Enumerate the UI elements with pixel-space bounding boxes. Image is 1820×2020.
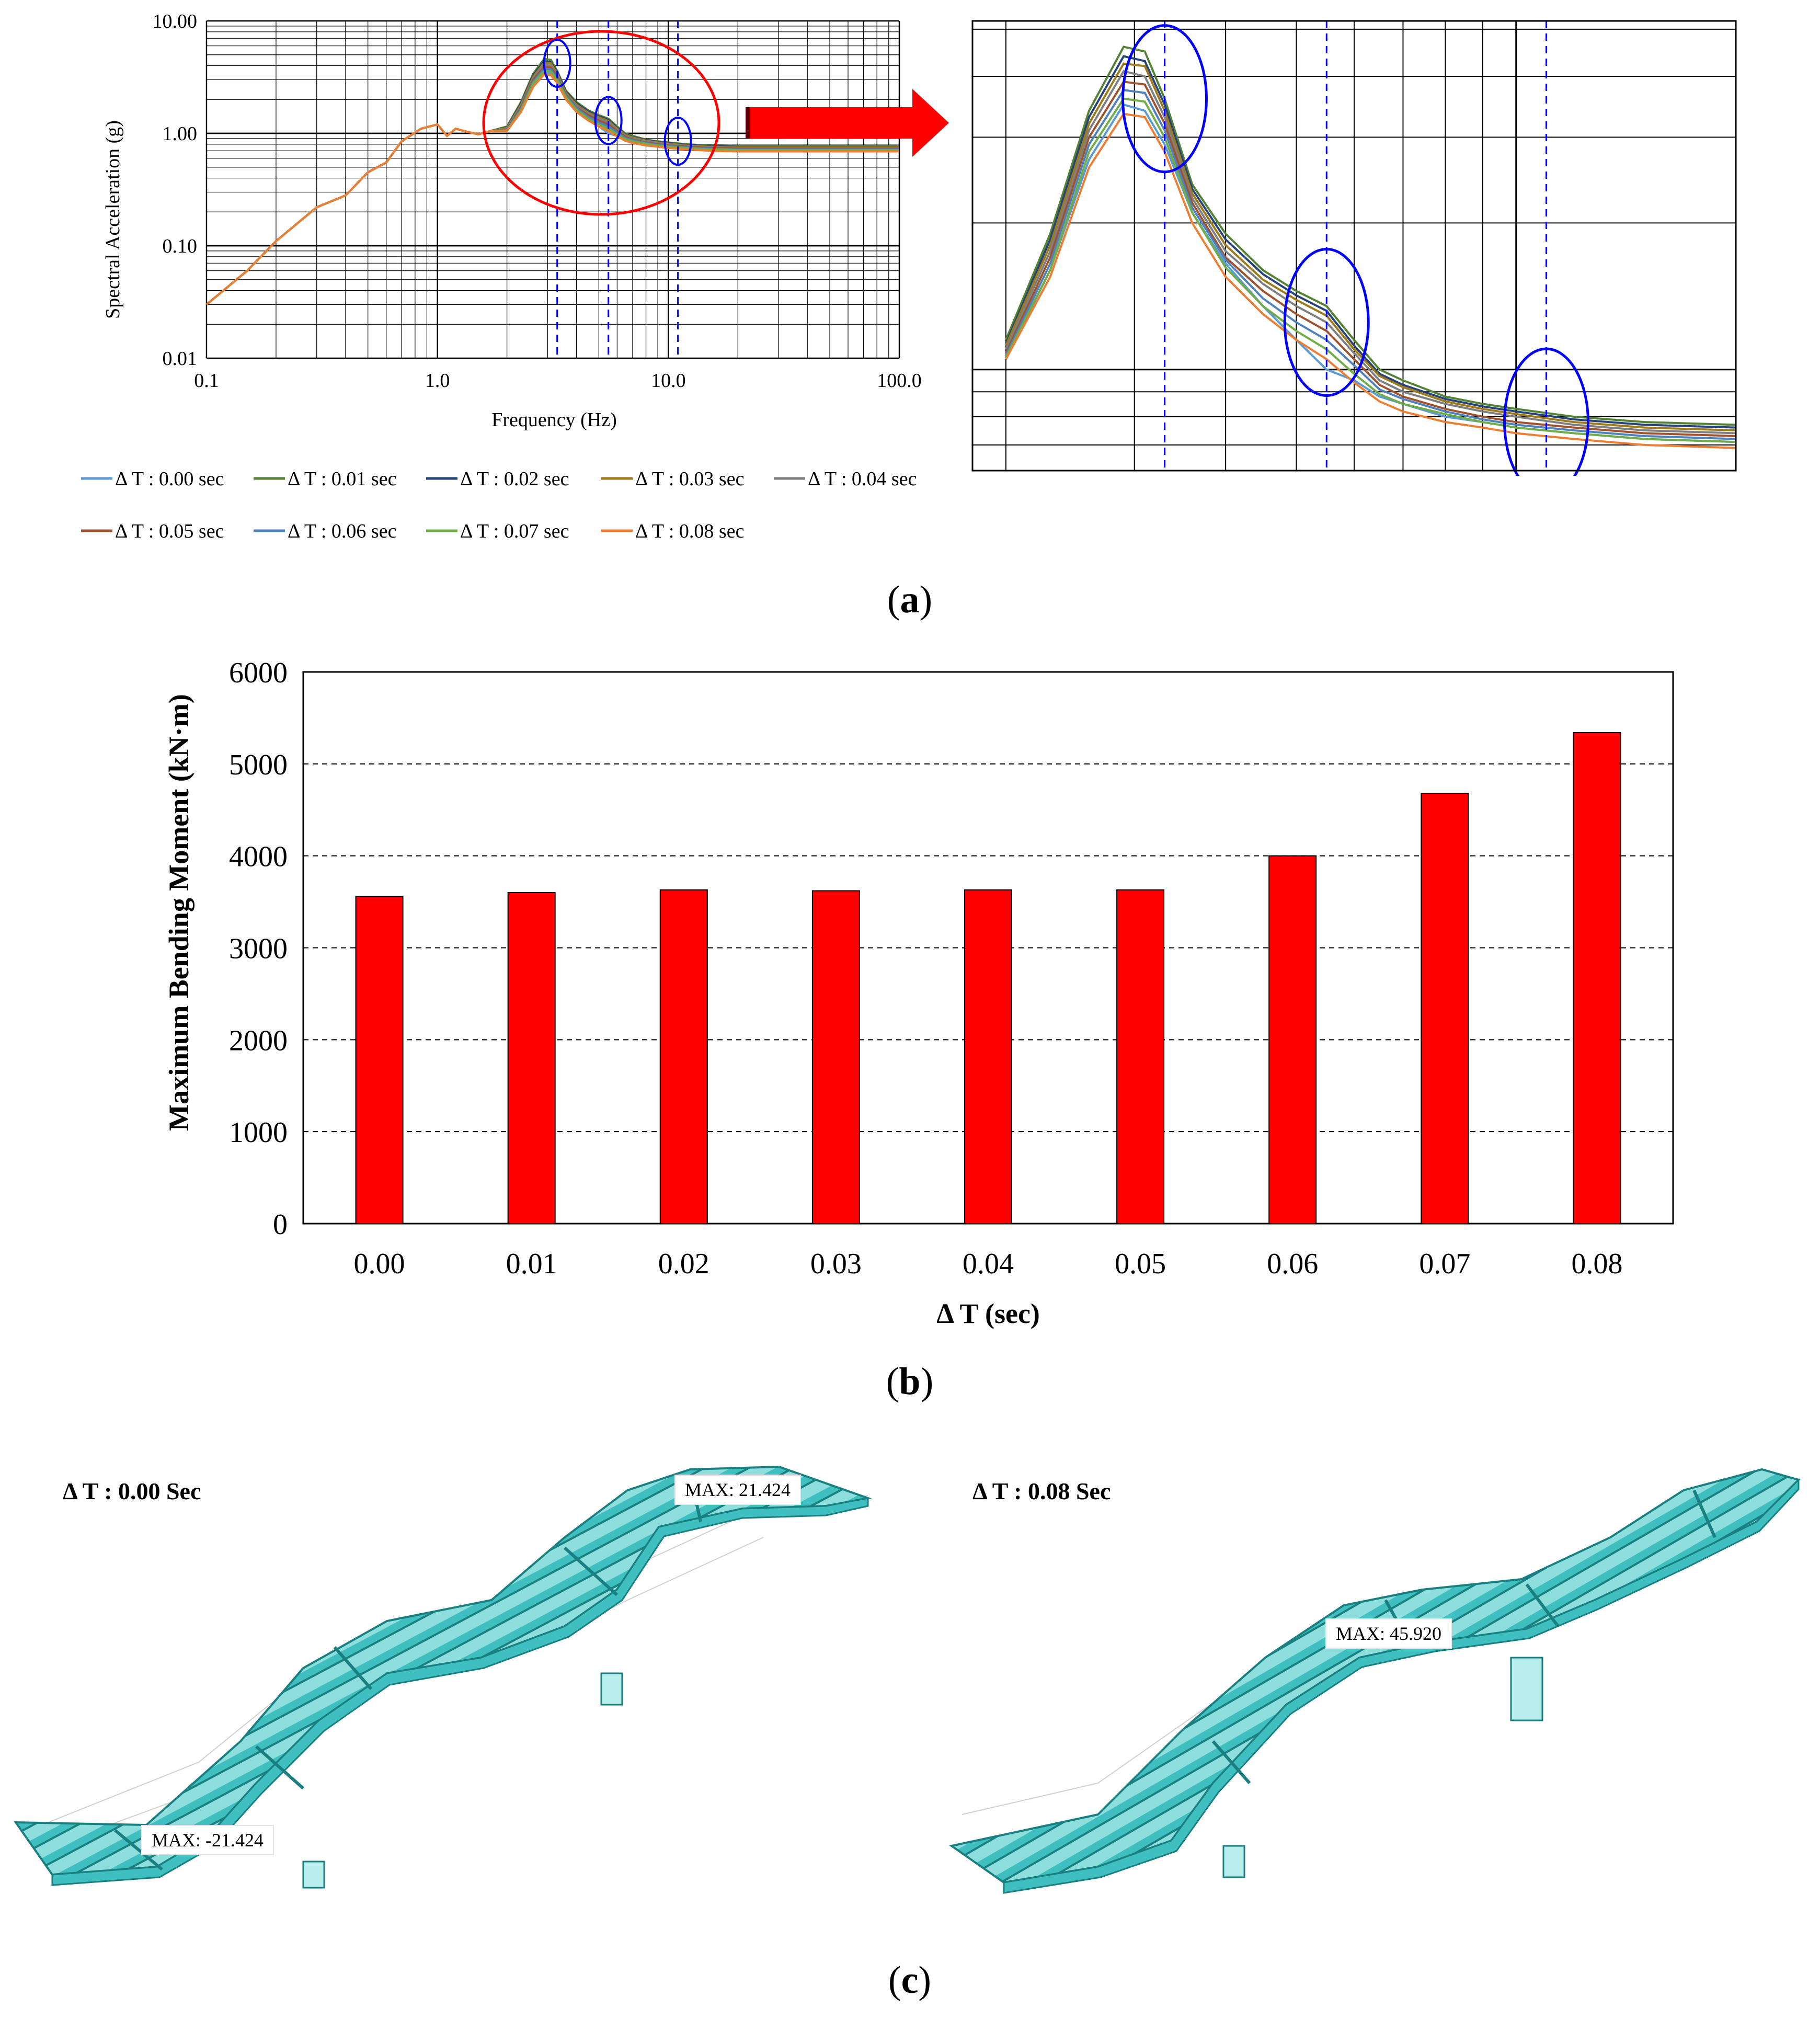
zoom-circle [594, 96, 623, 145]
y-tick-label: 1.00 [163, 123, 198, 145]
bar-y-tick-label: 5000 [229, 749, 288, 781]
legend-label: Δ T : 0.08 sec [635, 520, 744, 542]
bar-y-tick-label: 3000 [229, 933, 288, 965]
max-label-left-top: MAX: 21.424 [674, 1475, 802, 1505]
zoom-circle [1121, 24, 1208, 174]
zoom-series-line [1005, 89, 1736, 440]
zoom-series [1005, 45, 1736, 449]
bar-y-tick-label: 0 [273, 1208, 288, 1241]
bar [355, 896, 404, 1224]
zoom-grid [972, 21, 1736, 471]
legend-label: Δ T : 0.07 sec [460, 520, 569, 542]
zoom-series-line [1005, 55, 1736, 429]
legend-label: Δ T : 0.01 sec [288, 468, 396, 490]
bar-x-tick-label: 0.03 [810, 1248, 862, 1280]
bar-y-tick-label: 4000 [229, 841, 288, 873]
legend-label: Δ T : 0.05 sec [115, 520, 224, 542]
zoom-series-line [1005, 70, 1736, 435]
bar-x-tick-label: 0.05 [1115, 1248, 1166, 1280]
bridge-model-left [14, 1465, 872, 1889]
zoom-circle [663, 117, 692, 166]
x-tick-label: 1.0 [425, 370, 450, 392]
bar-x-tick-label: 0.04 [963, 1248, 1014, 1280]
caption-b: (b) [886, 1360, 934, 1403]
spectrum-series [205, 58, 899, 305]
bar-x-tick-label: 0.00 [354, 1248, 405, 1280]
moment-chart: 0 1000 2000 3000 4000 5000 6000 0.00 0.01 0.02 0.0… [163, 657, 1674, 1329]
series-line [205, 73, 899, 305]
bar [507, 892, 556, 1224]
spectrum-annotations [482, 30, 720, 216]
zoom-series-line [1005, 81, 1736, 437]
zoom-circle [1503, 347, 1589, 476]
zoom-circle [543, 39, 571, 88]
bridge-deck-2 [949, 1468, 1801, 1884]
bar-x-axis-label: Δ T (sec) [936, 1298, 1040, 1329]
bar-x-tick-label: 0.02 [658, 1248, 709, 1280]
legend-label: Δ T : 0.02 sec [460, 468, 569, 490]
bar-x-tick-label: 0.07 [1419, 1248, 1470, 1280]
zoom-arrow [746, 89, 949, 157]
zoom-series-line [1005, 45, 1736, 426]
bar-x-tick-label: 0.06 [1267, 1248, 1318, 1280]
legend-label: Δ T : 0.06 sec [288, 520, 396, 542]
bar-y-tick-label: 1000 [229, 1116, 288, 1149]
max-label-right: MAX: 45.920 [1325, 1618, 1452, 1649]
bar [964, 889, 1012, 1225]
x-tick-label: 100.0 [877, 370, 922, 392]
legend: Δ T : 0.00 sec Δ T : 0.01 sec Δ T : 0.02 s… [81, 468, 917, 542]
bridge-model-right [949, 1468, 1801, 1894]
y-axis-label: Spectral Acceleration (g) [102, 120, 124, 319]
caption-a: (a) [887, 578, 933, 621]
bar [1268, 855, 1317, 1224]
zoom-circle [1283, 247, 1370, 397]
zoom-series-line [1005, 112, 1736, 449]
bar-y-tick-label: 6000 [229, 657, 288, 689]
spectrum-zoom-chart [971, 20, 1737, 476]
spectrum-axes: 0.1 1.0 10.0 100.0 0.01 0.10 1.00 10.00 [153, 10, 922, 392]
bridge-label-left: Δ T : 0.00 Sec [63, 1478, 201, 1504]
legend-label: Δ T : 0.00 sec [115, 468, 224, 490]
bar-y-axis-label: Maximum Bending Moment (kN·m) [163, 694, 194, 1131]
bar-axes: 0 1000 2000 3000 4000 5000 6000 0.00 0.01 0.02 0.0… [229, 657, 1622, 1280]
x-axis-label: Frequency (Hz) [491, 409, 617, 431]
y-tick-label: 0.01 [163, 348, 198, 370]
bar [659, 889, 708, 1225]
bar [1116, 889, 1165, 1225]
x-tick-label: 0.1 [194, 370, 219, 392]
bridge-label-right: Δ T : 0.08 Sec [972, 1478, 1111, 1504]
spectrum-chart: 0.1 1.0 10.0 100.0 0.01 0.10 1.00 10.00 Spectra… [81, 10, 922, 542]
bar-marks [355, 732, 1621, 1225]
zoom-series-line [1005, 97, 1736, 443]
highlight-circle [482, 30, 720, 216]
bar-y-tick-label: 2000 [229, 1024, 288, 1057]
y-tick-label: 0.10 [163, 235, 198, 257]
bar [1573, 732, 1621, 1225]
bar [1421, 793, 1469, 1225]
x-tick-label: 10.0 [651, 370, 686, 392]
legend-label: Δ T : 0.03 sec [635, 468, 744, 490]
caption-c: (c) [888, 1959, 932, 2002]
bar [811, 890, 860, 1224]
bar-x-tick-label: 0.01 [506, 1248, 557, 1280]
legend-label: Δ T : 0.04 sec [808, 468, 917, 490]
y-tick-label: 10.00 [153, 10, 198, 32]
max-label-left-bottom: MAX: -21.424 [141, 1825, 274, 1855]
zoom-annotations [1121, 24, 1589, 476]
spectrum-ref-lines [556, 21, 679, 358]
bar-x-tick-label: 0.08 [1571, 1248, 1622, 1280]
